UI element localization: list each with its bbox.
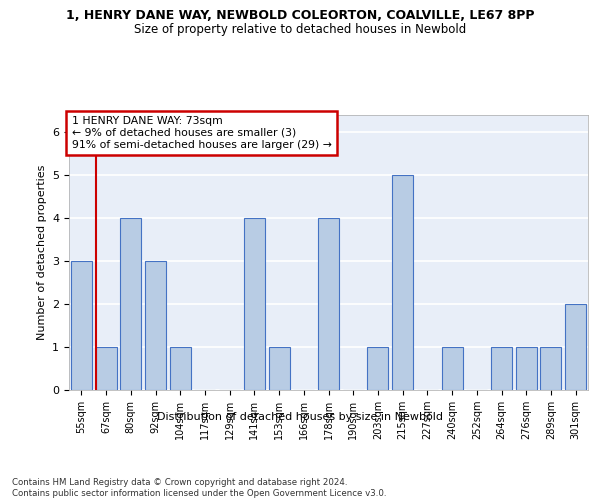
Text: Size of property relative to detached houses in Newbold: Size of property relative to detached ho…	[134, 22, 466, 36]
Bar	[145, 261, 166, 390]
Text: 1 HENRY DANE WAY: 73sqm
← 9% of detached houses are smaller (3)
91% of semi-deta: 1 HENRY DANE WAY: 73sqm ← 9% of detached…	[71, 116, 331, 150]
Bar	[442, 347, 463, 390]
Bar	[541, 347, 562, 390]
Bar	[565, 304, 586, 390]
Text: Contains HM Land Registry data © Crown copyright and database right 2024.
Contai: Contains HM Land Registry data © Crown c…	[12, 478, 386, 498]
Bar	[516, 347, 537, 390]
Bar	[170, 347, 191, 390]
Text: 1, HENRY DANE WAY, NEWBOLD COLEORTON, COALVILLE, LE67 8PP: 1, HENRY DANE WAY, NEWBOLD COLEORTON, CO…	[66, 9, 534, 22]
Bar	[491, 347, 512, 390]
Bar	[120, 218, 141, 390]
Bar	[71, 261, 92, 390]
Bar	[269, 347, 290, 390]
Bar	[367, 347, 388, 390]
Bar	[392, 175, 413, 390]
Bar	[244, 218, 265, 390]
Y-axis label: Number of detached properties: Number of detached properties	[37, 165, 47, 340]
Bar	[318, 218, 339, 390]
Bar	[95, 347, 116, 390]
Text: Distribution of detached houses by size in Newbold: Distribution of detached houses by size …	[157, 412, 443, 422]
